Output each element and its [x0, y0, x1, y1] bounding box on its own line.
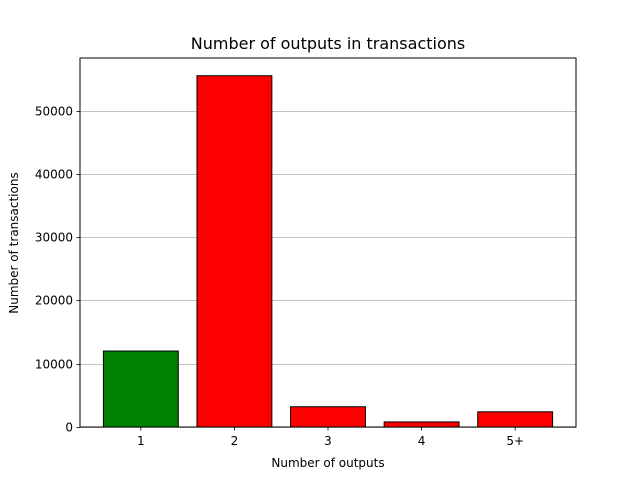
y-tick-label: 0 — [65, 421, 73, 435]
bar-5+ — [477, 411, 554, 428]
x-axis-title: Number of outputs — [271, 456, 384, 470]
bar-4 — [383, 421, 460, 428]
y-tick-label: 40000 — [35, 168, 73, 182]
y-axis-title: Number of transactions — [7, 172, 21, 313]
bar-3 — [290, 406, 366, 428]
x-tick-label: 1 — [137, 434, 145, 448]
bars — [102, 75, 554, 428]
chart-title: Number of outputs in transactions — [191, 34, 465, 53]
y-axis-ticks: 0 10000 20000 30000 40000 50000 — [35, 105, 80, 435]
x-tick-label: 2 — [231, 434, 239, 448]
bar-2 — [196, 75, 273, 428]
x-axis-ticks: 1 2 3 4 5+ — [137, 427, 524, 448]
y-tick-label: 20000 — [35, 294, 73, 308]
y-tick-label: 30000 — [35, 231, 73, 245]
x-tick-label: 4 — [418, 434, 426, 448]
bar-1 — [102, 350, 179, 428]
y-tick-label: 50000 — [35, 105, 73, 119]
y-tick-label: 10000 — [35, 358, 73, 372]
x-tick-label: 5+ — [506, 434, 524, 448]
x-tick-label: 3 — [324, 434, 332, 448]
